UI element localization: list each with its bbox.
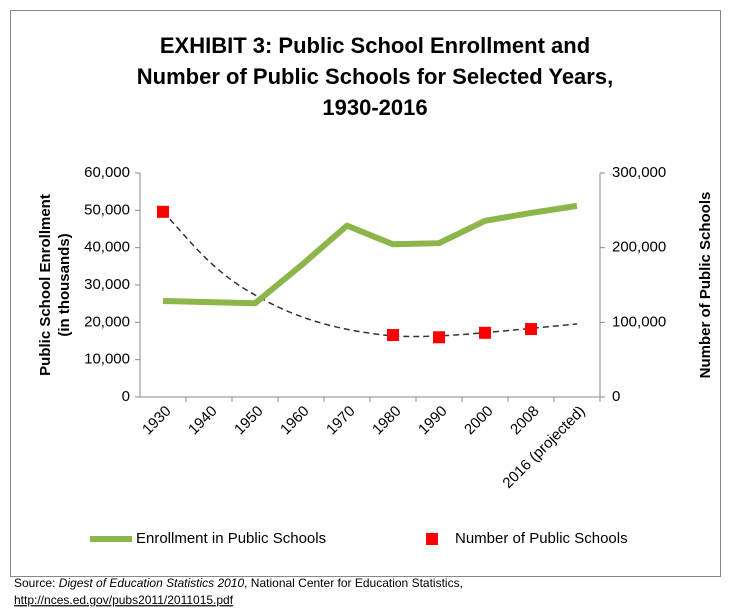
source-url: http://nces.ed.gov/pubs2011/2011015.pdf xyxy=(14,593,234,607)
marker xyxy=(157,205,169,218)
y-tick-label: 0 xyxy=(122,388,130,405)
chart-title: EXHIBIT 3: Public School Enrollment and xyxy=(160,33,590,58)
source-prefix: Source: xyxy=(14,576,59,590)
marker xyxy=(479,326,491,339)
legend-label: Number of Public Schools xyxy=(455,530,628,547)
y2-tick-label: 100,000 xyxy=(612,313,666,330)
y2-tick-label: 300,000 xyxy=(612,164,666,181)
chart-title: 1930-2016 xyxy=(322,95,427,120)
line-series xyxy=(162,202,578,307)
y2-tick-label: 200,000 xyxy=(612,239,666,256)
y2-axis-label: Number of Public Schools xyxy=(697,192,714,379)
marker xyxy=(387,329,399,342)
marker xyxy=(433,331,445,344)
y-axis-label: Public School Enrollment xyxy=(37,194,54,376)
y-axis-label: (in thousands) xyxy=(56,233,73,336)
marker xyxy=(525,323,537,336)
legend-swatch xyxy=(426,533,438,545)
source: Source: Digest of Education Statistics 2… xyxy=(14,576,463,590)
legend-label: Enrollment in Public Schools xyxy=(136,530,326,547)
y2-tick-label: 0 xyxy=(612,388,620,405)
y-tick-label: 60,000 xyxy=(84,164,130,181)
y-tick-label: 40,000 xyxy=(84,239,130,256)
y-tick-label: 10,000 xyxy=(84,351,130,368)
y-tick-label: 50,000 xyxy=(84,201,130,218)
y-tick-label: 30,000 xyxy=(84,276,130,293)
source-rest: , National Center for Education Statisti… xyxy=(244,576,463,590)
trendline xyxy=(162,211,578,338)
source-title: Digest of Education Statistics 2010 xyxy=(59,576,245,590)
chart-border xyxy=(10,10,721,577)
y-tick-label: 20,000 xyxy=(84,313,130,330)
chart-title: Number of Public Schools for Selected Ye… xyxy=(137,64,613,89)
